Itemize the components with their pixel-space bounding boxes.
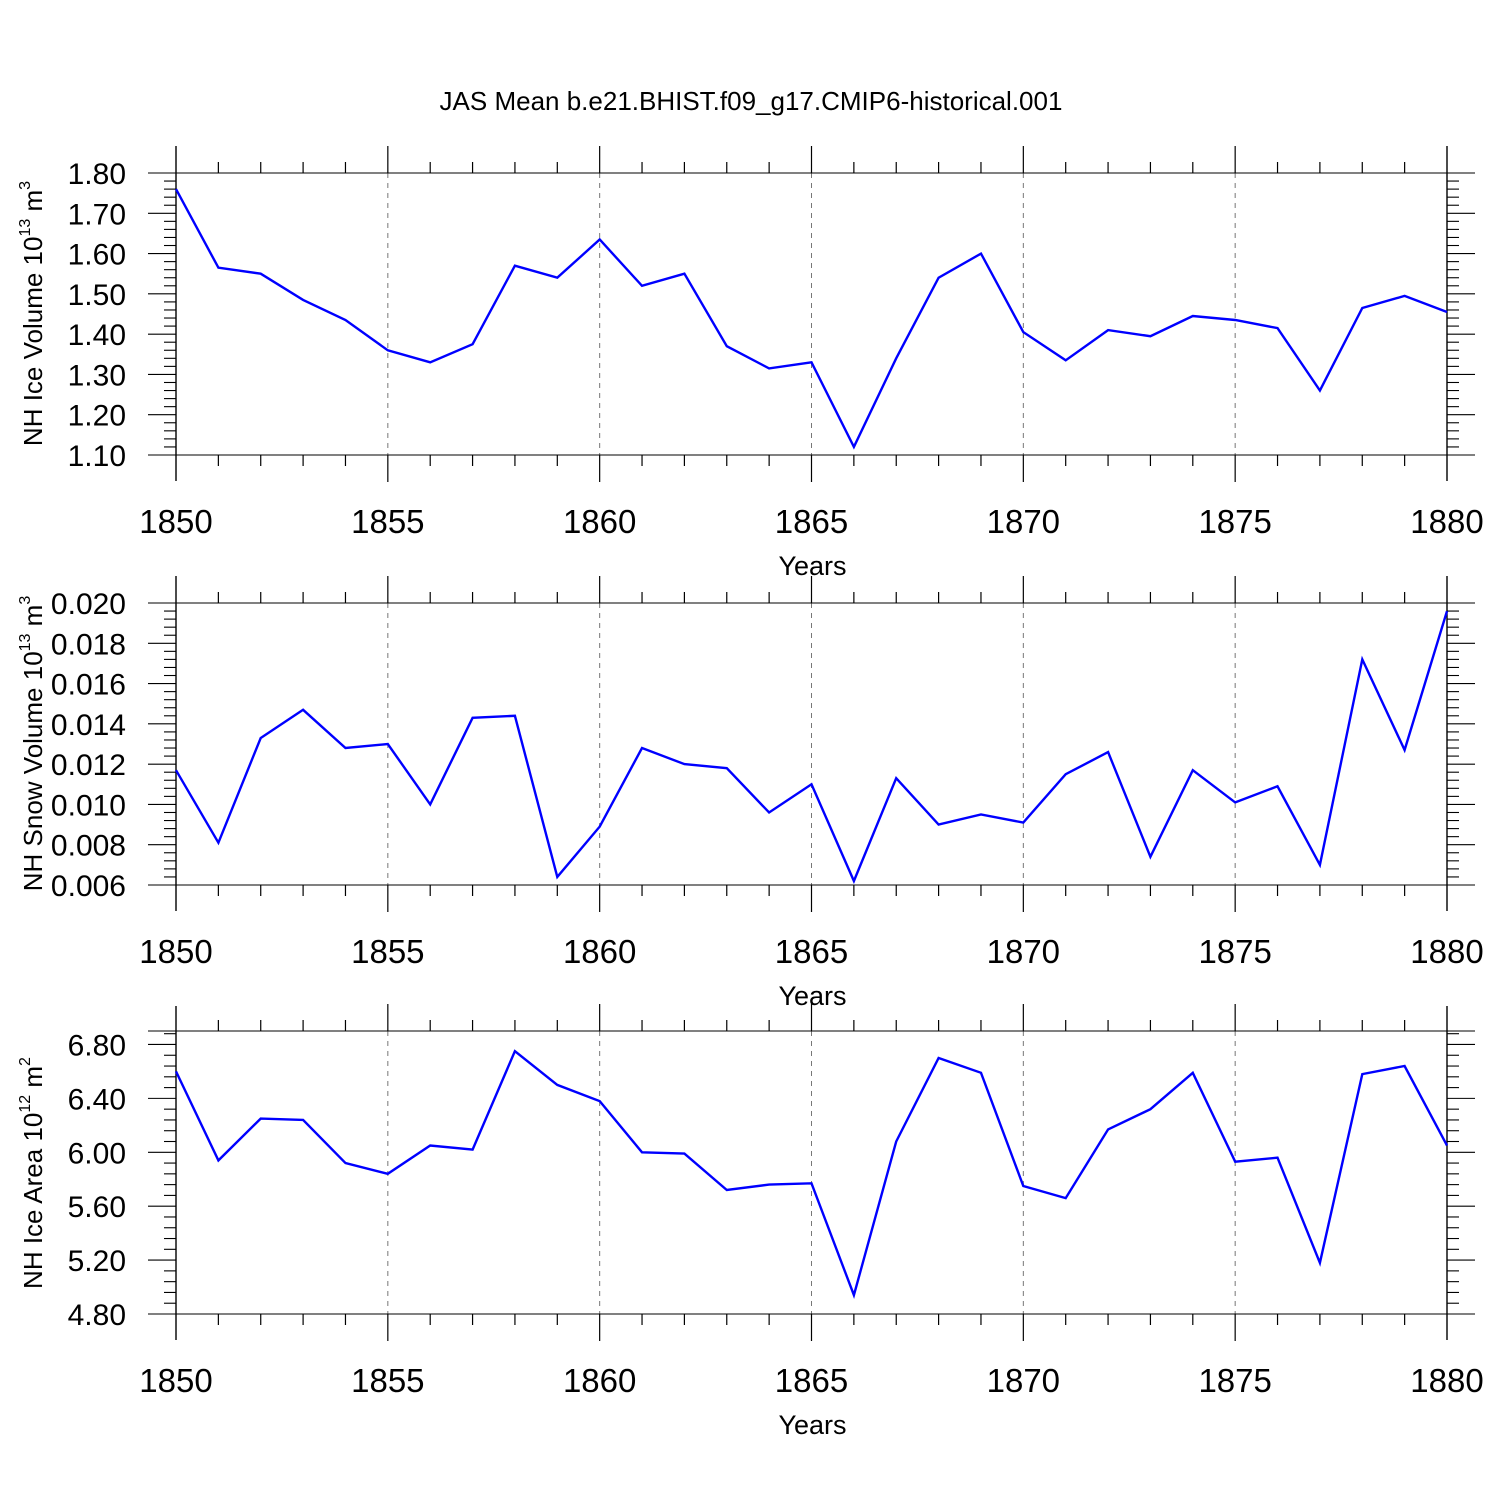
x-axis-label: Years	[778, 981, 846, 1011]
y-tick-label: 1.80	[68, 158, 126, 191]
y-tick-label: 1.10	[68, 440, 126, 473]
x-tick-label: 1870	[987, 1362, 1060, 1399]
y-axis-label-ylabel-exp: 13	[17, 633, 34, 651]
y-tick-label: 0.016	[51, 669, 126, 702]
x-tick-label: 1870	[987, 933, 1060, 970]
x-tick-label: 1855	[351, 933, 424, 970]
y-tick-label: 6.40	[68, 1083, 126, 1116]
x-tick-label: 1880	[1410, 503, 1483, 540]
y-axis-label-ylabel-unit-exp: 3	[17, 181, 34, 190]
y-tick-label: 6.80	[68, 1029, 126, 1062]
x-tick-label: 1860	[563, 503, 636, 540]
x-axis-label: Years	[778, 1410, 846, 1440]
y-tick-label: 0.006	[51, 870, 126, 903]
panel-3: 4.80 5.20 5.60 6.00 6.40 6.80 1850 1855 1860 1865…	[17, 1004, 1484, 1440]
figure-title: JAS Mean b.e21.BHIST.f09_g17.CMIP6-histo…	[440, 86, 1063, 116]
x-tick-label: 1875	[1198, 933, 1271, 970]
y-axis-label: NH Ice Area 1012 m2	[17, 1057, 48, 1289]
x-tick-label: 1870	[987, 503, 1060, 540]
y-axis-label: NH Ice Volume 1013 m3	[17, 181, 48, 446]
x-tick-label: 1865	[775, 503, 848, 540]
y-tick-label: 0.014	[51, 709, 126, 742]
x-tick-label: 1850	[139, 933, 212, 970]
y-tick-label: 5.20	[68, 1245, 126, 1278]
y-tick-label: 1.40	[68, 319, 126, 352]
y-axis-label-ylabel-unit-exp: 2	[17, 1057, 34, 1066]
x-tick-label: 1875	[1198, 503, 1271, 540]
panels: 1.10 1.20 1.30 1.40 1.50 1.60 1.70 1.80 1850 1855…	[17, 146, 1484, 1440]
x-tick-label: 1860	[563, 933, 636, 970]
y-tick-label: 0.008	[51, 830, 126, 863]
y-tick-label: 1.50	[68, 279, 126, 312]
y-axis-label-ylabel-unit: m	[18, 190, 48, 219]
y-axis-label: NH Snow Volume 1013 m3	[17, 596, 48, 892]
y-tick-label: 1.30	[68, 359, 126, 392]
y-tick-label: 1.20	[68, 400, 126, 433]
y-tick-label: 1.70	[68, 198, 126, 231]
x-tick-label: 1860	[563, 1362, 636, 1399]
y-tick-label: 0.010	[51, 789, 126, 822]
x-tick-label: 1865	[775, 1362, 848, 1399]
x-tick-label: 1850	[139, 1362, 212, 1399]
panel-2: 0.006 0.008 0.010 0.012 0.014 0.016 0.018 0.020…	[17, 576, 1484, 1011]
y-tick-label: 0.020	[51, 588, 126, 621]
series-line	[174, 610, 1449, 885]
y-tick-label: 0.012	[51, 749, 126, 782]
y-axis-label-ylabel-exp: 13	[17, 219, 34, 237]
series-line	[174, 188, 1448, 450]
y-tick-label: 5.60	[68, 1191, 126, 1224]
y-tick-label: 0.018	[51, 628, 126, 661]
y-axis-label-ylabel-exp: 12	[17, 1095, 34, 1113]
x-tick-label: 1880	[1410, 1362, 1483, 1399]
y-tick-label: 6.00	[68, 1137, 126, 1170]
y-axis-label-ylabel: NH Snow Volume 10	[18, 651, 48, 891]
y-axis-label-ylabel-unit: m	[18, 605, 48, 634]
x-tick-label: 1880	[1410, 933, 1483, 970]
x-tick-label: 1850	[139, 503, 212, 540]
y-axis-label-ylabel: NH Ice Volume 10	[18, 237, 48, 447]
y-axis-label-ylabel: NH Ice Area 10	[18, 1113, 48, 1289]
x-tick-label: 1875	[1198, 1362, 1271, 1399]
panel-1: 1.10 1.20 1.30 1.40 1.50 1.60 1.70 1.80 1850 1855…	[17, 146, 1484, 581]
series-line	[174, 1049, 1449, 1299]
x-axis-label: Years	[778, 551, 846, 581]
x-tick-label: 1855	[351, 1362, 424, 1399]
y-axis-label-ylabel-unit-exp: 3	[17, 596, 34, 605]
x-tick-label: 1855	[351, 503, 424, 540]
x-tick-label: 1865	[775, 933, 848, 970]
y-tick-label: 1.60	[68, 239, 126, 272]
y-axis-label-ylabel-unit: m	[18, 1066, 48, 1095]
y-tick-label: 4.80	[68, 1299, 126, 1332]
